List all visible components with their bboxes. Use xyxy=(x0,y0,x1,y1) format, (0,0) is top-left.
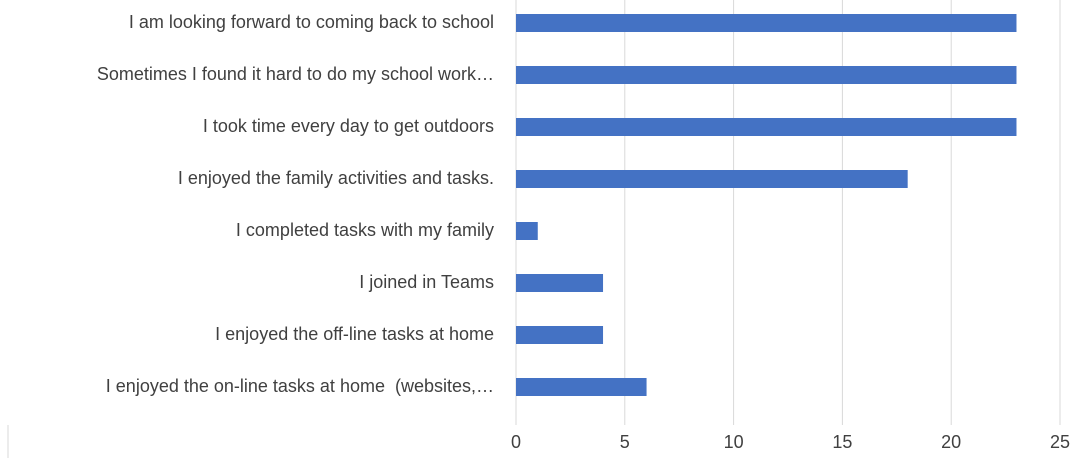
bar xyxy=(516,170,908,188)
bar xyxy=(516,274,604,292)
y-tick-label: I enjoyed the off-line tasks at home xyxy=(215,324,494,344)
y-tick-label: I completed tasks with my family xyxy=(236,220,494,240)
x-tick-label: 25 xyxy=(1050,432,1070,452)
x-tick-label: 20 xyxy=(941,432,961,452)
bar xyxy=(516,222,538,240)
x-tick-label: 5 xyxy=(620,432,630,452)
bar xyxy=(516,66,1017,84)
bar xyxy=(516,326,604,344)
bar xyxy=(516,118,1017,136)
x-tick-label: 10 xyxy=(724,432,744,452)
y-tick-label: Sometimes I found it hard to do my schoo… xyxy=(97,64,494,84)
y-tick-label: I took time every day to get outdoors xyxy=(203,116,494,136)
x-tick-label: 0 xyxy=(511,432,521,452)
bar xyxy=(516,14,1017,32)
bar xyxy=(516,378,647,396)
y-tick-label: I enjoyed the family activities and task… xyxy=(178,168,494,188)
y-tick-label: I enjoyed the on-line tasks at home (web… xyxy=(106,376,494,396)
y-tick-label: I joined in Teams xyxy=(359,272,494,292)
y-tick-label: I am looking forward to coming back to s… xyxy=(129,12,494,32)
x-tick-label: 15 xyxy=(832,432,852,452)
